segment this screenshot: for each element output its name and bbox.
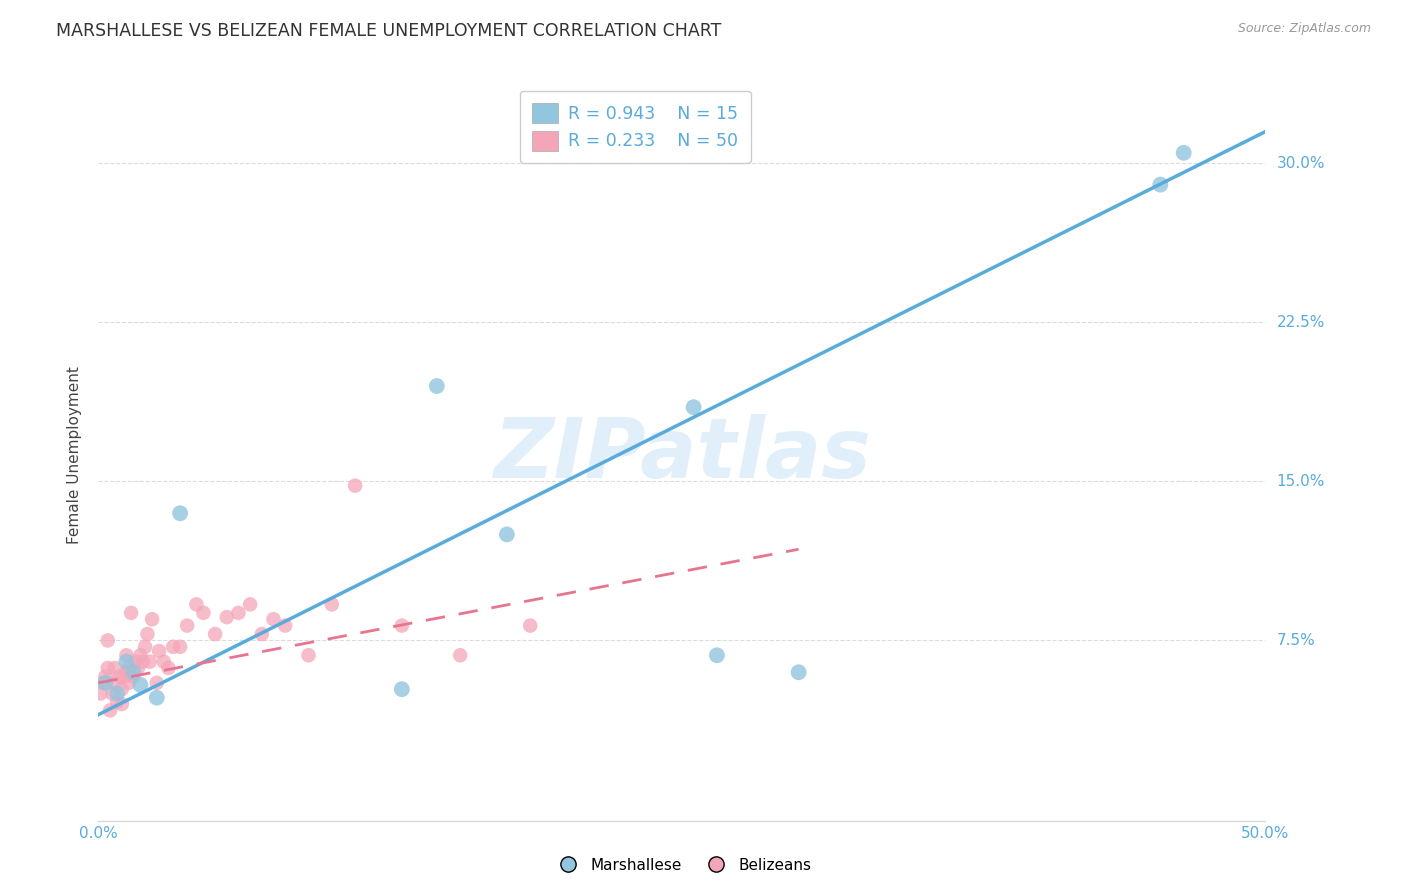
- Point: [112, 669, 135, 683]
- Point: [94, 669, 117, 683]
- Point: [215, 610, 238, 624]
- Point: [169, 640, 191, 654]
- Point: [682, 401, 704, 415]
- Point: [118, 661, 141, 675]
- Point: [152, 655, 174, 669]
- Point: [157, 661, 180, 675]
- Point: [111, 697, 134, 711]
- Text: 30.0%: 30.0%: [1277, 156, 1324, 171]
- Point: [127, 661, 149, 675]
- Text: 7.5%: 7.5%: [1277, 633, 1315, 648]
- Point: [495, 527, 517, 541]
- Point: [239, 598, 262, 612]
- Point: [297, 648, 319, 663]
- Point: [101, 686, 124, 700]
- Point: [146, 690, 169, 705]
- Point: [125, 655, 148, 669]
- Point: [176, 618, 198, 632]
- Point: [519, 618, 541, 632]
- Point: [449, 648, 471, 663]
- Point: [120, 606, 142, 620]
- Point: [1149, 178, 1171, 192]
- Point: [169, 506, 191, 520]
- Point: [115, 655, 138, 669]
- Point: [132, 655, 155, 669]
- Point: [111, 682, 134, 697]
- Point: [91, 676, 114, 690]
- Point: [250, 627, 273, 641]
- Point: [104, 676, 127, 690]
- Point: [204, 627, 226, 641]
- Point: [787, 665, 810, 680]
- Point: [162, 640, 184, 654]
- Point: [122, 665, 145, 680]
- Text: Source: ZipAtlas.com: Source: ZipAtlas.com: [1237, 22, 1371, 36]
- Point: [141, 612, 163, 626]
- Point: [148, 644, 170, 658]
- Point: [118, 676, 141, 690]
- Point: [262, 612, 284, 626]
- Point: [105, 686, 128, 700]
- Text: MARSHALLESE VS BELIZEAN FEMALE UNEMPLOYMENT CORRELATION CHART: MARSHALLESE VS BELIZEAN FEMALE UNEMPLOYM…: [56, 22, 721, 40]
- Point: [426, 379, 449, 393]
- Text: 22.5%: 22.5%: [1277, 315, 1324, 330]
- Point: [94, 676, 117, 690]
- Point: [391, 618, 413, 632]
- Point: [193, 606, 215, 620]
- Point: [186, 598, 208, 612]
- Y-axis label: Female Unemployment: Female Unemployment: [67, 366, 83, 544]
- Point: [105, 695, 128, 709]
- Point: [706, 648, 728, 663]
- Point: [115, 665, 138, 680]
- Point: [115, 648, 138, 663]
- Point: [321, 598, 343, 612]
- Point: [104, 661, 127, 675]
- Point: [122, 669, 145, 683]
- Point: [274, 618, 297, 632]
- Point: [228, 606, 250, 620]
- Point: [97, 661, 120, 675]
- Point: [1173, 145, 1195, 160]
- Point: [146, 676, 169, 690]
- Point: [139, 655, 162, 669]
- Point: [391, 682, 413, 697]
- Point: [136, 627, 159, 641]
- Legend: Marshallese, Belizeans: Marshallese, Belizeans: [547, 852, 817, 879]
- Point: [97, 633, 120, 648]
- Point: [98, 703, 121, 717]
- Point: [134, 640, 156, 654]
- Point: [129, 678, 152, 692]
- Point: [344, 478, 367, 492]
- Point: [90, 686, 112, 700]
- Text: 15.0%: 15.0%: [1277, 474, 1324, 489]
- Point: [129, 648, 152, 663]
- Text: ZIPatlas: ZIPatlas: [494, 415, 870, 495]
- Point: [108, 669, 131, 683]
